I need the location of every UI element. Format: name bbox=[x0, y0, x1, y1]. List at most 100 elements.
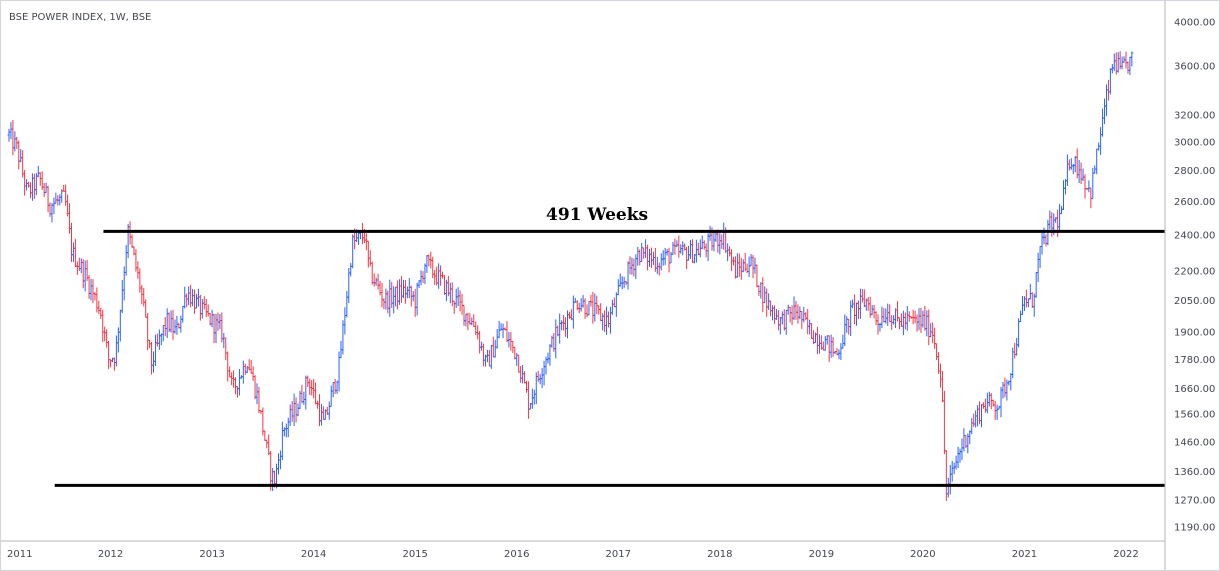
weekly-bar bbox=[400, 276, 404, 303]
weekly-bar bbox=[605, 306, 609, 335]
weekly-bar bbox=[702, 240, 706, 250]
weekly-bar bbox=[13, 131, 17, 152]
weekly-bar bbox=[696, 242, 700, 256]
weekly-bar bbox=[130, 234, 134, 249]
weekly-bar bbox=[394, 286, 398, 307]
weekly-bar bbox=[1079, 162, 1083, 185]
weekly-bar bbox=[513, 346, 517, 360]
weekly-bar bbox=[1075, 148, 1079, 179]
weekly-bar bbox=[345, 290, 349, 318]
weekly-bar bbox=[804, 312, 808, 321]
weekly-bar bbox=[767, 293, 771, 310]
weekly-bar bbox=[608, 306, 612, 334]
weekly-bar bbox=[860, 289, 864, 303]
weekly-bar bbox=[718, 233, 722, 255]
weekly-bar bbox=[390, 281, 394, 309]
weekly-bar bbox=[306, 375, 310, 388]
weekly-bar bbox=[524, 380, 528, 393]
weekly-bar bbox=[474, 321, 478, 336]
weekly-bar bbox=[44, 182, 48, 194]
weekly-bar bbox=[17, 140, 21, 170]
weekly-bar bbox=[146, 313, 150, 351]
weekly-bar bbox=[1022, 296, 1026, 311]
weekly-bar bbox=[161, 324, 165, 342]
weekly-bar bbox=[456, 287, 460, 307]
weekly-bar bbox=[7, 128, 11, 142]
weekly-bar bbox=[398, 279, 402, 305]
weekly-bar bbox=[1108, 68, 1112, 95]
weekly-bar bbox=[116, 327, 120, 353]
weekly-bar bbox=[548, 343, 552, 366]
weekly-bar bbox=[472, 314, 476, 328]
weekly-bar bbox=[30, 173, 34, 201]
weekly-bar bbox=[263, 430, 267, 441]
weekly-bar bbox=[1028, 283, 1032, 300]
x-tick-label: 2019 bbox=[809, 549, 834, 560]
weekly-bar bbox=[321, 406, 325, 420]
weekly-bar bbox=[237, 369, 241, 396]
y-tick-label: 3600.00 bbox=[1174, 61, 1215, 72]
weekly-bar bbox=[772, 305, 776, 325]
weekly-bar bbox=[241, 360, 245, 384]
weekly-bar bbox=[610, 299, 614, 315]
weekly-bar bbox=[798, 306, 802, 320]
weekly-bar bbox=[726, 243, 730, 262]
weekly-bar bbox=[302, 391, 306, 405]
weekly-bar bbox=[169, 310, 173, 333]
weekly-bar bbox=[839, 343, 843, 360]
weekly-bar bbox=[120, 280, 124, 314]
weekly-bar bbox=[1060, 205, 1064, 215]
weekly-bar bbox=[255, 383, 259, 405]
weekly-bar bbox=[296, 403, 300, 417]
weekly-bar bbox=[423, 263, 427, 284]
weekly-bar bbox=[589, 294, 593, 307]
weekly-bar bbox=[232, 370, 236, 388]
weekly-bar bbox=[911, 309, 915, 325]
weekly-bar bbox=[431, 256, 435, 279]
weekly-bar bbox=[843, 314, 847, 346]
weekly-bar bbox=[1067, 159, 1071, 171]
weekly-bar bbox=[317, 394, 321, 427]
weekly-bar bbox=[599, 303, 603, 322]
weekly-bar bbox=[27, 181, 31, 188]
x-tick-label: 2020 bbox=[910, 549, 935, 560]
weekly-bar bbox=[1026, 298, 1030, 308]
weekly-bar bbox=[64, 184, 68, 206]
weekly-bar bbox=[829, 334, 833, 358]
weekly-bar bbox=[628, 256, 632, 275]
weekly-bar bbox=[1058, 203, 1062, 231]
weekly-bar bbox=[159, 333, 163, 346]
weekly-bar bbox=[441, 271, 445, 279]
weekly-bar bbox=[382, 298, 386, 310]
weekly-bar bbox=[739, 257, 743, 280]
weekly-bar bbox=[872, 304, 876, 319]
weekly-bar bbox=[310, 379, 314, 396]
weekly-bar bbox=[1124, 51, 1128, 69]
weekly-bar bbox=[122, 266, 126, 301]
weekly-bar bbox=[224, 337, 228, 361]
weekly-bar bbox=[1050, 212, 1054, 237]
weekly-bar bbox=[970, 418, 974, 435]
weekly-bar bbox=[415, 282, 419, 316]
weekly-bar bbox=[290, 401, 294, 422]
weekly-bar bbox=[901, 310, 905, 336]
weekly-bar bbox=[413, 288, 417, 317]
y-tick-label: 1780.00 bbox=[1174, 355, 1215, 366]
weekly-bar bbox=[419, 270, 423, 286]
y-tick-label: 1270.00 bbox=[1174, 495, 1215, 506]
weekly-bar bbox=[687, 245, 691, 261]
y-tick-label: 2050.00 bbox=[1174, 296, 1215, 307]
weekly-bar bbox=[825, 335, 829, 345]
weekly-bar bbox=[163, 316, 167, 337]
weekly-bar bbox=[810, 323, 814, 339]
weekly-bar bbox=[480, 341, 484, 351]
weekly-bar bbox=[312, 378, 316, 399]
weekly-bar bbox=[542, 360, 546, 386]
y-tick-label: 2600.00 bbox=[1174, 197, 1215, 208]
weekly-bar bbox=[1073, 156, 1077, 173]
weekly-bar bbox=[376, 273, 380, 290]
weekly-bar bbox=[1103, 98, 1107, 124]
weekly-bar bbox=[882, 308, 886, 323]
weekly-bar bbox=[862, 289, 866, 308]
weekly-bar bbox=[71, 242, 75, 263]
